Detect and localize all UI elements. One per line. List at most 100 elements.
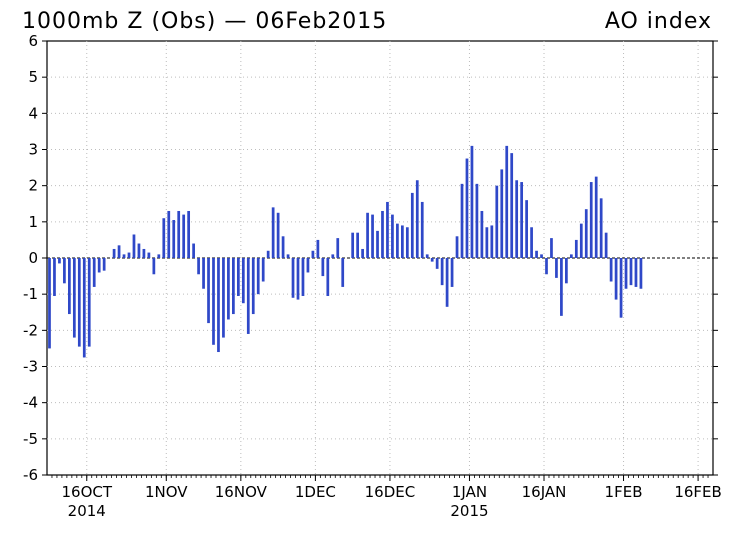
bar [251,258,255,315]
bar [321,258,325,277]
bar [634,258,638,287]
bar [291,258,295,298]
bar [261,258,265,282]
bar [440,258,444,286]
bar [341,258,345,287]
bar [266,250,270,258]
bar [450,258,454,287]
y-tick-label: 5 [28,68,38,86]
bar [584,209,588,258]
bar [281,236,285,258]
bar [202,258,205,289]
y-tick-label: 4 [28,104,38,122]
bar [574,239,578,258]
bar [460,183,464,258]
bar [286,254,290,258]
bar [207,258,210,324]
bar [127,252,131,258]
bar [560,258,563,316]
bar [425,254,429,258]
bar [92,258,96,287]
bar [112,248,116,258]
grid-lines [47,41,713,475]
bar [306,258,310,273]
bar [182,214,186,258]
bar [212,258,215,345]
y-tick-label: 1 [28,213,38,231]
y-tick-label: -6 [23,466,38,484]
bar [545,258,548,275]
bar [87,258,91,347]
x-tick-label: 16DEC [365,483,416,501]
y-tick-label: -5 [23,430,38,448]
bar [629,258,633,286]
bar [420,201,424,258]
bar [271,207,275,258]
bar [227,258,230,320]
y-tick-label: -4 [23,394,38,412]
x-tick-label: 1DEC [295,483,336,501]
bar [162,218,166,258]
bar [396,223,399,258]
bar [599,198,603,258]
bar [495,185,499,258]
bar [132,234,136,258]
bar [117,245,121,258]
bar [192,243,195,258]
bar [197,258,200,275]
bar [391,214,394,258]
bar [172,220,176,258]
bar [256,258,260,295]
x-tick-label: 1JAN [452,483,487,501]
y-tick-label: -1 [23,285,38,303]
bar [53,258,56,296]
bar [520,182,524,258]
bar [222,258,225,338]
bar [455,236,459,258]
bar-series [48,145,643,358]
bar [376,230,379,259]
bar [187,210,191,258]
bar [236,258,240,296]
x-tick-label: 16JAN [522,483,567,501]
bar [336,238,340,258]
y-tick-label: -2 [23,321,38,339]
bar [137,243,141,258]
bar [550,238,553,258]
bar [232,258,235,315]
bar [72,258,76,338]
bar [485,227,489,258]
bar [316,239,320,258]
bar [555,258,558,278]
bar [48,258,51,349]
bar [430,258,434,262]
bar [505,145,509,258]
bar [122,254,126,258]
bar [589,182,593,258]
bar [386,201,389,258]
bar [410,192,414,258]
bar [614,258,618,300]
bar [217,258,220,353]
bar [311,250,315,258]
bar [415,180,419,258]
bar [510,153,514,258]
bar [58,258,61,264]
chart-index-name: AO index [605,9,712,34]
bar [301,258,305,296]
bar [535,250,538,258]
bar [77,258,81,347]
bar [241,258,245,304]
bar [619,258,623,318]
bar [594,176,598,259]
bar [569,254,573,258]
x-tick-label: 1NOV [145,483,188,501]
bar [525,200,528,258]
bar [371,214,374,258]
bar [639,258,643,289]
bar [565,258,568,284]
bar [435,258,439,269]
